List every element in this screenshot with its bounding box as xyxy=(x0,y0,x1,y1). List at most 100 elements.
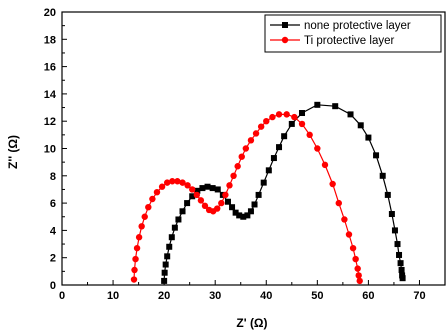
data-point xyxy=(314,145,321,152)
data-point xyxy=(133,244,141,252)
data-point xyxy=(169,178,176,185)
data-point xyxy=(135,234,143,241)
x-tick-label: 50 xyxy=(311,290,323,302)
data-point xyxy=(236,212,243,219)
data-point xyxy=(244,212,251,219)
y-tick-label: 18 xyxy=(44,34,56,46)
data-point xyxy=(394,241,401,248)
data-point xyxy=(189,186,196,193)
data-point xyxy=(335,199,342,207)
data-point xyxy=(396,251,403,258)
data-point xyxy=(131,266,138,274)
data-point xyxy=(240,213,247,220)
legend-marker xyxy=(282,22,288,28)
data-point xyxy=(247,208,254,215)
data-point xyxy=(145,203,152,211)
data-point xyxy=(166,243,173,250)
data-point xyxy=(379,172,386,179)
data-point xyxy=(214,186,221,193)
data-point xyxy=(270,155,277,162)
data-point xyxy=(230,172,237,179)
data-point xyxy=(265,167,272,174)
data-point xyxy=(163,179,171,186)
data-point xyxy=(199,185,206,192)
data-point xyxy=(365,134,372,141)
x-tick-label: 10 xyxy=(107,290,119,302)
data-point xyxy=(281,133,288,140)
data-point xyxy=(251,201,258,208)
y-tick-label: 10 xyxy=(44,144,56,156)
x-tick-label: 70 xyxy=(413,290,425,302)
x-tick-label: 20 xyxy=(158,290,170,302)
data-point xyxy=(247,137,255,144)
data-point xyxy=(226,182,233,189)
data-point xyxy=(332,103,339,110)
data-point xyxy=(184,200,191,207)
data-point xyxy=(158,183,166,190)
tick-labels: 0 10 20 30 40 50 60 70 0 2 4 6 8 10 12 14 16 18 20 xyxy=(44,7,426,302)
legend-box xyxy=(264,14,442,53)
y-tick-label: 8 xyxy=(50,171,56,183)
data-point xyxy=(222,191,229,199)
data-point xyxy=(168,234,175,241)
data-point xyxy=(349,244,357,252)
data-point xyxy=(275,111,283,118)
data-point xyxy=(345,231,353,238)
data-point xyxy=(138,223,145,230)
data-point xyxy=(179,179,186,186)
data-point xyxy=(193,191,201,199)
data-point xyxy=(384,191,391,198)
data-point xyxy=(341,216,348,223)
y-axis-title: Z'' (Ω) xyxy=(6,135,20,169)
data-point xyxy=(291,113,298,121)
data-point xyxy=(399,275,406,282)
data-point xyxy=(179,208,186,215)
data-point xyxy=(214,205,221,212)
data-point xyxy=(161,277,168,284)
data-point xyxy=(175,216,182,223)
y-tick-label: 14 xyxy=(44,89,57,101)
data-point xyxy=(321,161,329,169)
x-tick-label: 40 xyxy=(260,290,272,302)
data-point xyxy=(252,130,260,137)
series-0 xyxy=(161,101,406,284)
data-point xyxy=(204,183,211,190)
data-point xyxy=(347,111,354,118)
series-layer xyxy=(130,101,406,285)
data-point xyxy=(234,163,241,170)
data-point xyxy=(357,122,364,129)
data-point xyxy=(352,255,359,263)
y-tick-label: 16 xyxy=(44,62,56,74)
data-point xyxy=(218,199,225,207)
data-point xyxy=(288,120,295,127)
legend-label: Ti protective layer xyxy=(304,35,394,47)
data-point xyxy=(130,276,138,283)
plot-frame xyxy=(61,11,446,286)
data-point xyxy=(257,123,265,130)
axis-ticks xyxy=(61,11,420,286)
y-tick-label: 20 xyxy=(44,7,56,19)
data-point xyxy=(232,209,239,216)
data-point xyxy=(194,187,201,194)
data-point xyxy=(224,198,231,205)
data-point xyxy=(209,185,216,192)
data-point xyxy=(269,113,276,121)
data-point xyxy=(398,266,405,273)
data-point xyxy=(153,188,161,196)
x-tick-label: 0 xyxy=(59,290,65,302)
y-tick-label: 2 xyxy=(50,253,56,265)
data-point xyxy=(283,111,290,118)
data-point xyxy=(298,120,306,128)
data-point xyxy=(162,261,169,268)
data-point xyxy=(161,269,168,276)
data-point xyxy=(329,180,336,188)
data-point xyxy=(174,178,181,185)
data-point xyxy=(388,211,395,218)
data-point xyxy=(184,182,191,189)
y-tick-label: 12 xyxy=(44,116,56,128)
series-1 xyxy=(130,111,363,285)
data-point xyxy=(314,101,321,108)
data-point xyxy=(229,204,236,211)
data-point xyxy=(391,227,398,234)
